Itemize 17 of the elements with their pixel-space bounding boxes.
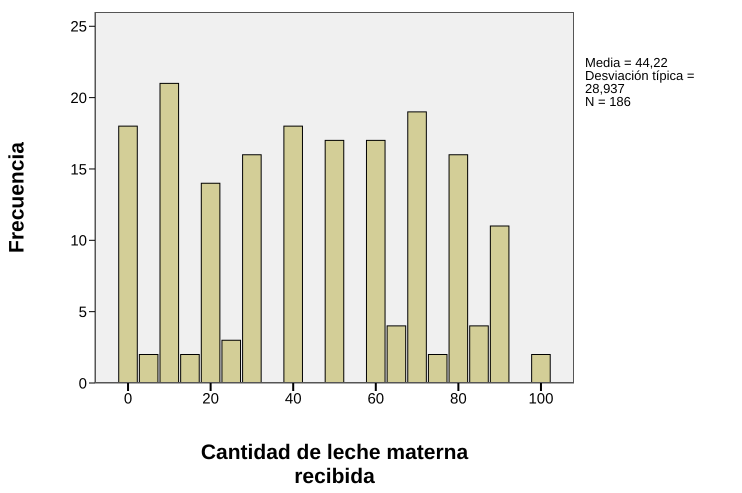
y-tick-label: 10 [70,232,87,250]
y-tick-label: 25 [70,18,87,36]
x-axis-title: Cantidad de leche materna recibida [200,441,470,489]
x-tick-label: 0 [124,390,132,408]
text: Desviación típica = 28,937 [585,68,696,96]
y-tick-label: 0 [78,375,87,392]
x-tick-label: 20 [202,390,219,408]
text: N = 186 [585,94,632,109]
x-tick-label: 40 [284,390,302,408]
text: Media = 44,22 [585,55,669,70]
y-tick-label: 15 [70,161,87,178]
y-tick-label: 5 [78,304,87,321]
y-axis-title: Frecuencia [5,142,28,253]
x-tick-label: 60 [367,390,384,408]
x-tick-label: 100 [528,390,554,408]
x-tick-label: 80 [450,390,467,408]
y-tick-label: 20 [70,90,87,107]
